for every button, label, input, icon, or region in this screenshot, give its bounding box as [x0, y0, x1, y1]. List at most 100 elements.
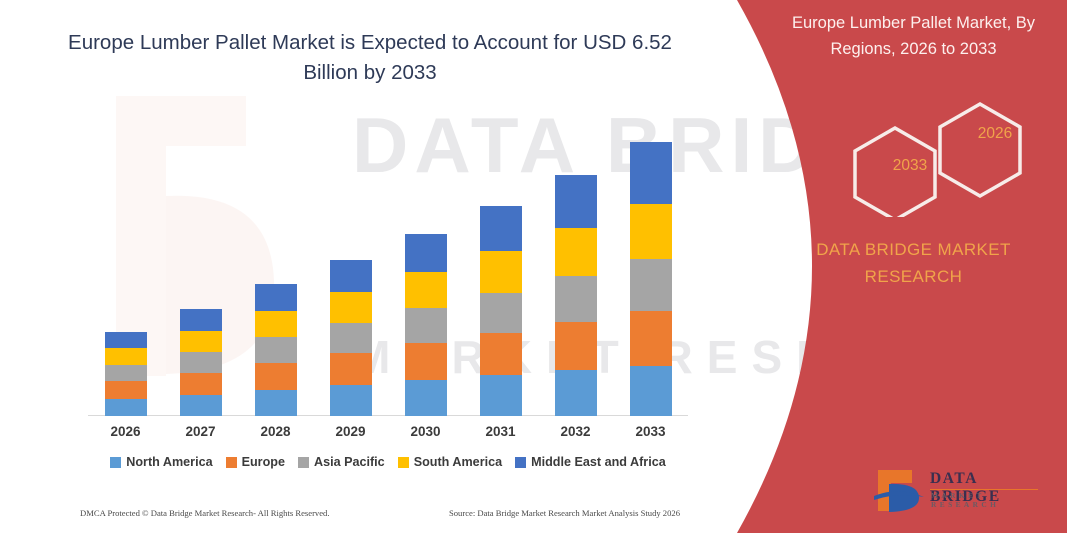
bar-segment — [179, 309, 222, 331]
bar-segment — [329, 260, 372, 292]
x-axis-label-2028: 2028 — [260, 424, 291, 439]
logo-divider — [930, 489, 1038, 491]
x-axis-line — [88, 415, 688, 416]
bar-segment — [254, 363, 297, 390]
bar-segment — [104, 365, 147, 381]
bar-column-2026 — [90, 332, 162, 416]
bar-segment — [254, 311, 297, 337]
stacked-bar — [404, 234, 447, 416]
legend-item[interactable]: Europe — [225, 455, 285, 469]
legend-label: North America — [126, 455, 213, 469]
logo-mark — [874, 470, 924, 512]
bar-segment — [329, 292, 372, 323]
bar-segment — [554, 228, 597, 276]
x-axis-label-2027: 2027 — [185, 424, 216, 439]
bar-column-2027 — [165, 309, 237, 416]
hexagon-2033-shape — [853, 125, 937, 217]
logo-subtitle: MARKET RESEARCH — [931, 491, 1000, 509]
bar-column-2033 — [615, 142, 687, 416]
hexagon-2026-shape — [938, 101, 1022, 199]
bar-segment — [254, 337, 297, 363]
right-panel-title: Europe Lumber Pallet Market, By Regions,… — [791, 14, 1036, 58]
legend-item[interactable]: Asia Pacific — [297, 455, 385, 469]
bar-segment — [479, 333, 522, 375]
right-panel-content: Europe Lumber Pallet Market, By Regions,… — [760, 0, 1067, 533]
bar-segment — [179, 331, 222, 352]
bar-segment — [554, 276, 597, 322]
stacked-bar — [254, 284, 297, 416]
x-axis-label-2033: 2033 — [635, 424, 666, 439]
x-axis-label-2029: 2029 — [335, 424, 366, 439]
bar-segment — [629, 204, 672, 259]
stacked-bar — [629, 142, 672, 416]
bar-segment — [479, 206, 522, 251]
stacked-bar — [179, 309, 222, 416]
bar-segment — [479, 251, 522, 293]
chart-legend: North America Europe Asia Pacific South Ame… — [88, 455, 688, 469]
legend-swatch-icon — [515, 456, 527, 468]
bar-segment — [404, 272, 447, 308]
bar-segment — [479, 293, 522, 333]
x-axis-labels: 2026 2027 2028 2029 2030 2031 2032 2033 — [88, 424, 688, 446]
bar-column-2031 — [465, 206, 537, 416]
x-axis-label-2031: 2031 — [485, 424, 516, 439]
bar-column-2029 — [315, 260, 387, 416]
chart-panel: Europe Lumber Pallet Market is Expected … — [68, 31, 688, 518]
data-bridge-logo: DATA BRIDGE MARKET RESEARCH — [872, 466, 1042, 514]
logo-title: DATA BRIDGE — [930, 470, 1001, 505]
bar-segment — [629, 311, 672, 366]
bar-segment — [404, 343, 447, 380]
bar-segment — [629, 259, 672, 311]
footer-copyright: DMCA Protected © Data Bridge Market Rese… — [80, 508, 330, 518]
x-axis-label-2030: 2030 — [410, 424, 441, 439]
legend-item[interactable]: North America — [110, 455, 213, 469]
bar-segment — [254, 390, 297, 416]
stacked-bar — [479, 206, 522, 416]
legend-swatch-icon — [397, 456, 409, 468]
bar-segment — [629, 366, 672, 416]
chart-title: Europe Lumber Pallet Market is Expected … — [68, 31, 672, 84]
bar-column-2032 — [540, 175, 612, 416]
legend-swatch-icon — [110, 456, 122, 468]
bar-column-2028 — [240, 284, 312, 416]
stacked-bar — [104, 332, 147, 416]
hexagon-group — [853, 101, 1022, 217]
bar-segment — [404, 308, 447, 343]
bar-segment — [329, 385, 372, 416]
bar-segment — [329, 353, 372, 385]
footer: DMCA Protected © Data Bridge Market Rese… — [80, 508, 680, 518]
bar-segment — [404, 234, 447, 272]
bar-segment — [104, 348, 147, 365]
legend-item[interactable]: South America — [397, 455, 503, 469]
hexagon-label-2026: 2026 — [977, 125, 1013, 142]
bar-segment — [554, 370, 597, 416]
legend-label: Middle East and Africa — [531, 455, 666, 469]
bar-segment — [179, 373, 222, 395]
legend-label: Asia Pacific — [313, 455, 385, 469]
x-axis-label-2032: 2032 — [560, 424, 591, 439]
bar-segment — [179, 395, 222, 416]
hexagon-label-2033: 2033 — [892, 157, 928, 174]
bar-column-2030 — [390, 234, 462, 416]
x-axis-label-2026: 2026 — [110, 424, 141, 439]
legend-swatch-icon — [225, 456, 237, 468]
legend-label: South America — [413, 455, 503, 469]
bar-segment — [329, 323, 372, 353]
bar-segment — [629, 142, 672, 204]
bar-segment — [404, 380, 447, 416]
bar-segment — [479, 375, 522, 416]
bar-segment — [104, 399, 147, 416]
legend-item[interactable]: Middle East and Africa — [515, 455, 666, 469]
bar-segment — [104, 332, 147, 348]
stacked-bar-chart — [88, 120, 688, 416]
bar-segment — [554, 322, 597, 370]
legend-label: Europe — [241, 455, 285, 469]
legend-swatch-icon — [297, 456, 309, 468]
bar-segment — [104, 381, 147, 399]
brand-name: DATA BRIDGE MARKET RESEARCH — [816, 240, 1011, 286]
bar-segment — [554, 175, 597, 228]
footer-source: Source: Data Bridge Market Research Mark… — [448, 508, 680, 518]
bar-segment — [254, 284, 297, 311]
stacked-bar — [554, 175, 597, 416]
